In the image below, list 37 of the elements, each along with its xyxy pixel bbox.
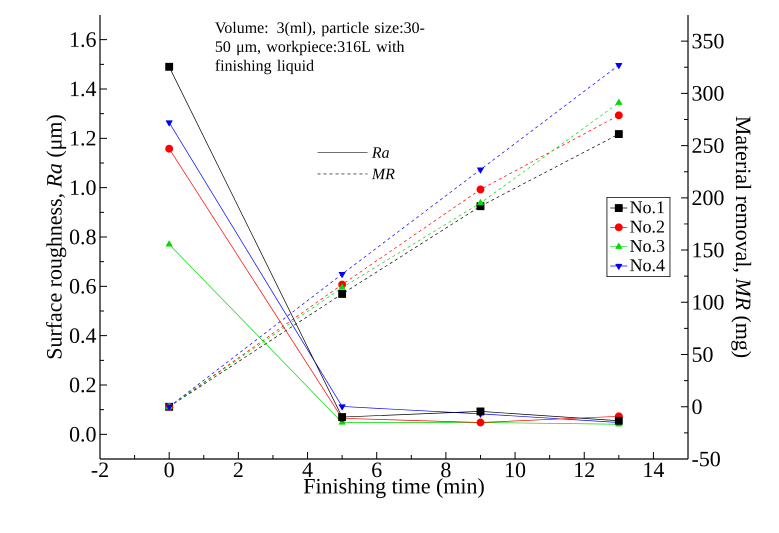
legend-label: No.3 [630,240,664,252]
x-tick-label: 0 [164,462,174,478]
y-tick-label: 0.4 [70,328,96,344]
x-tick-label: 14 [644,462,664,477]
x-tick-label: 2 [234,462,243,478]
x-tick-label: 4 [302,462,313,477]
y2-tick-label: 200 [692,190,724,206]
x-tick-label: 6 [372,462,382,478]
y-tick-label: 1.4 [71,82,96,96]
x-tick-label: -2 [92,462,108,478]
y2-axis-title: Material removal, MR (mg) [731,116,752,358]
x-tick-label: 12 [575,462,594,478]
y-tick-label: 1.6 [71,32,96,48]
y-tick-label: 0.0 [70,426,96,442]
y-tick-label: 0.2 [70,378,96,392]
y2-tick-label: 250 [692,138,724,153]
x-tick-label: 10 [506,462,526,478]
x-axis-title: Finishing time (min) [304,478,484,498]
legend-label: No.2 [630,220,664,233]
y-tick-label: 0.6 [70,278,96,294]
y-tick-label: 1.2 [71,130,96,146]
y-tick-label: 1.0 [71,180,96,196]
y2-tick-label: 100 [693,294,724,310]
y-tick-label: 0.8 [70,230,96,244]
y2-tick-label: 0 [692,399,702,414]
y2-tick-label: -50 [692,452,720,466]
annotation: Ra [372,147,389,158]
y2-tick-label: 50 [692,347,713,362]
x-tick-label: 8 [441,462,451,478]
legend-label: No.1 [630,201,664,214]
y2-tick-label: 300 [692,86,724,101]
annotation: Volume: 3(ml), particle size:30-50 μm, workpiece:316L with finishing liquid [215,22,424,74]
annotation: MR [372,168,395,180]
y2-tick-label: 150 [693,242,724,258]
legend-label: No.4 [630,259,665,272]
y-axis-title: Surface roughness, Ra (μm) [46,115,66,358]
y2-tick-label: 350 [692,34,724,49]
